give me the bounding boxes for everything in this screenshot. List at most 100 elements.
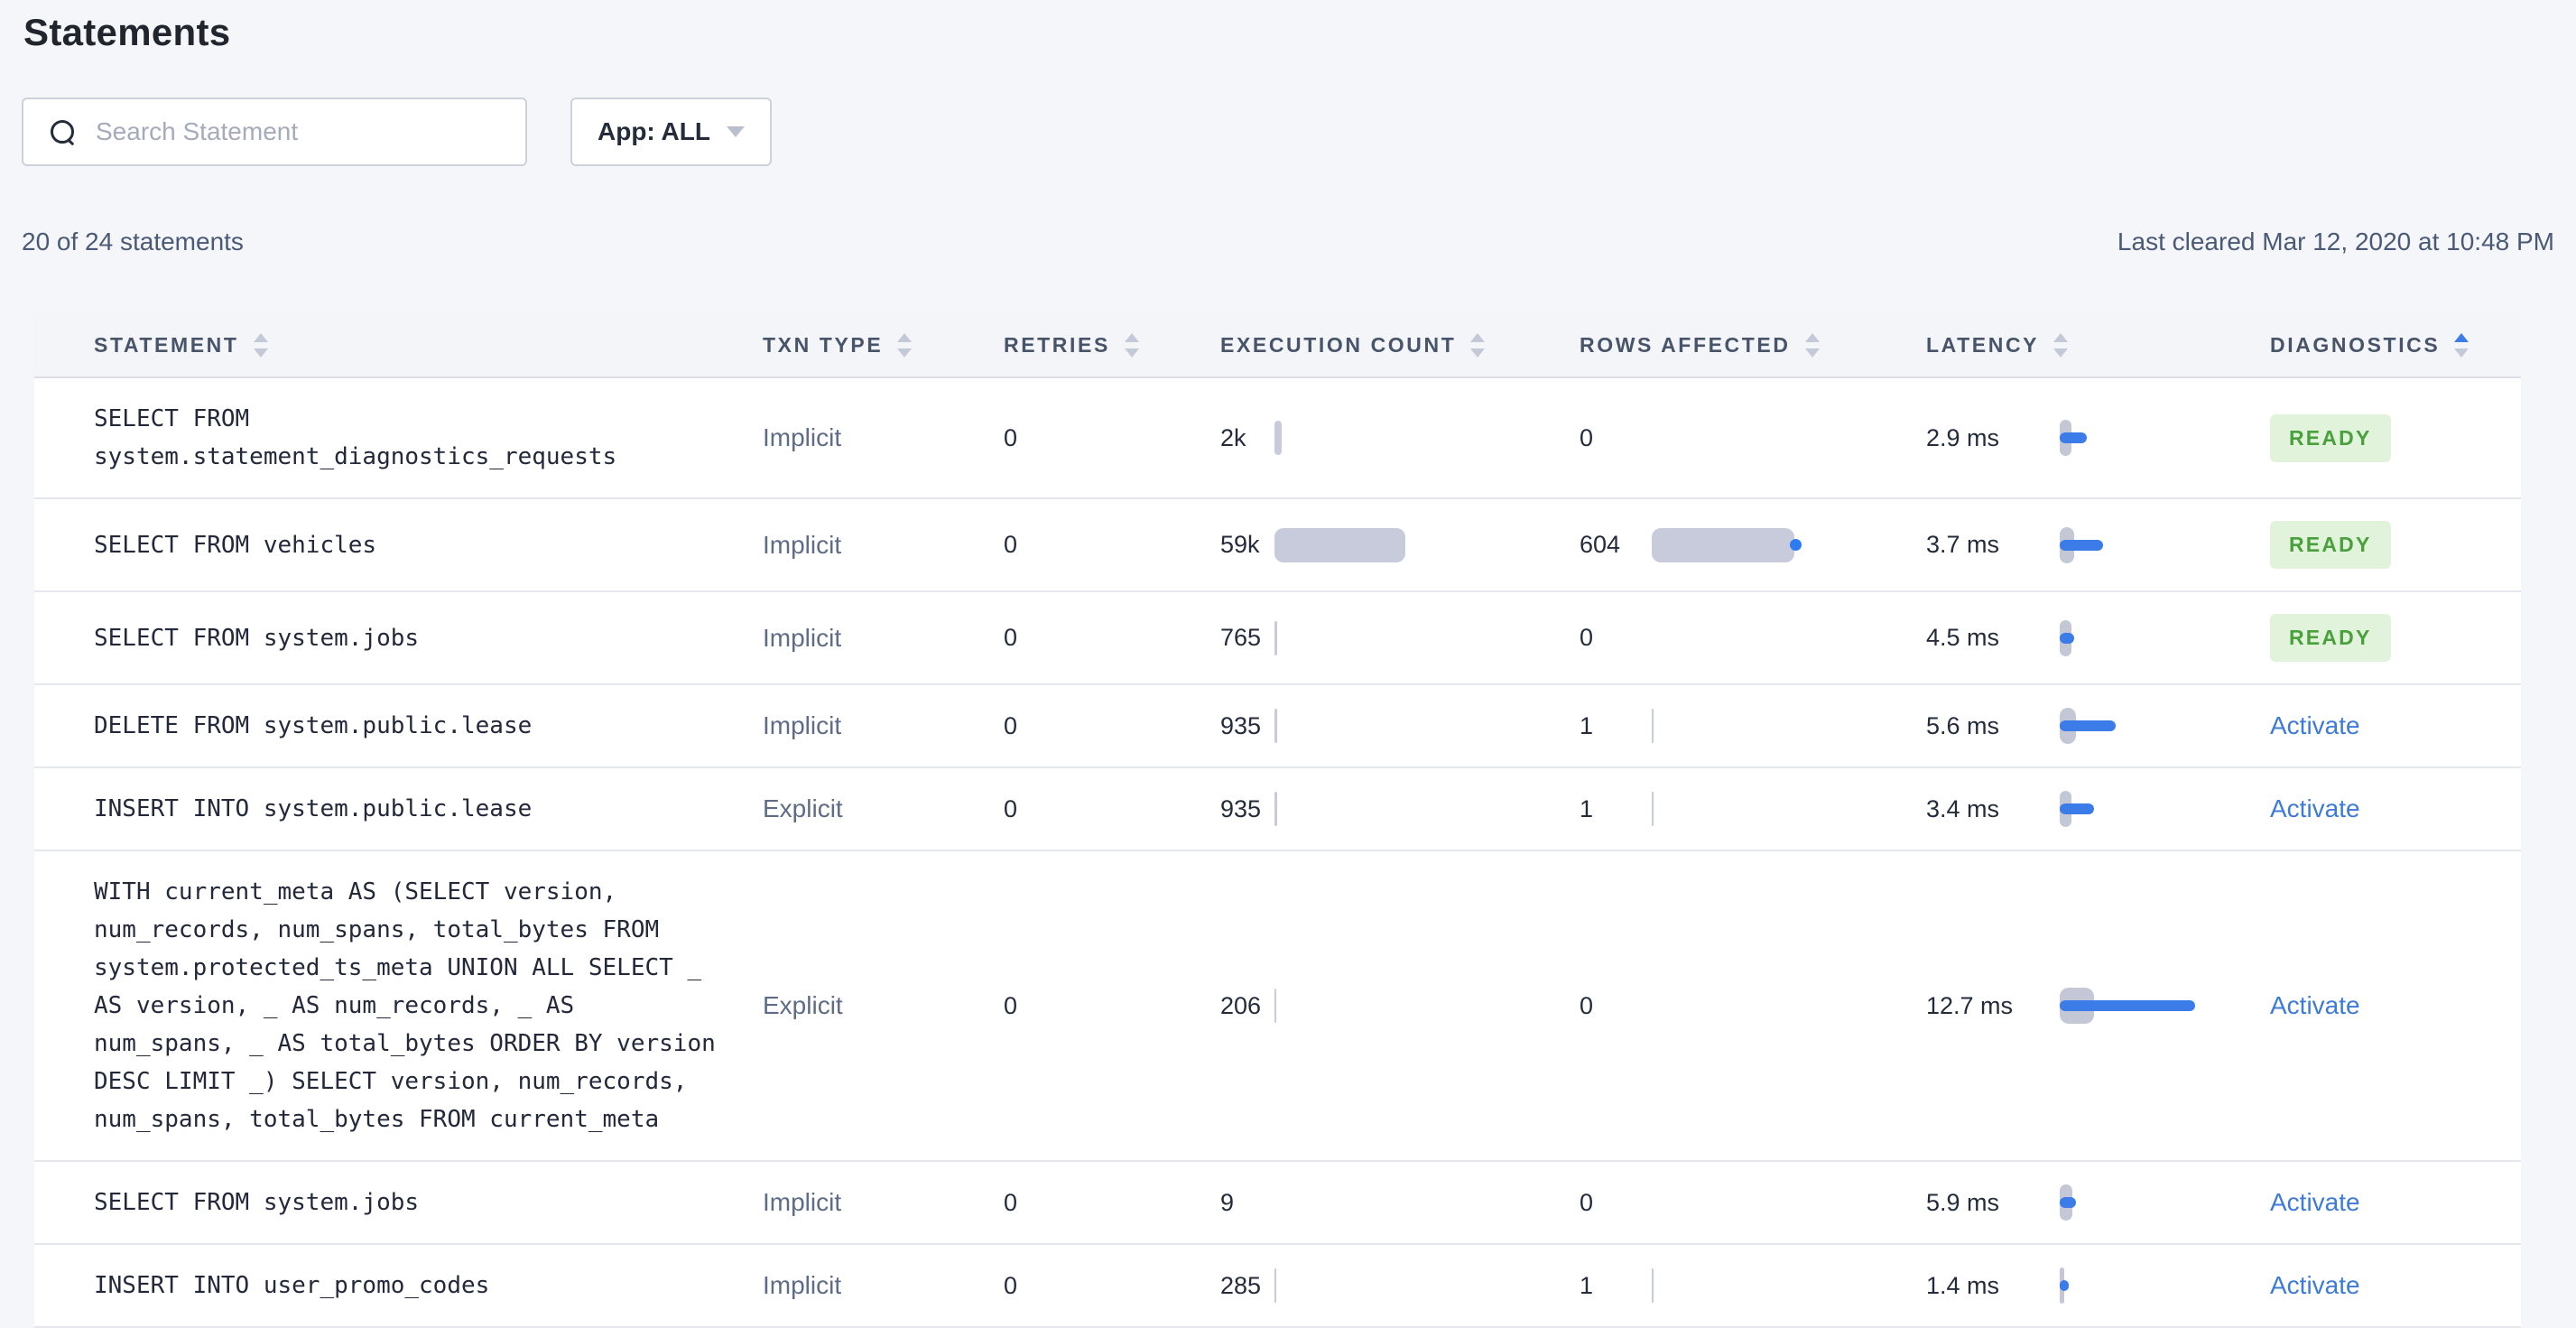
table-row: SELECT FROM vehicles Implicit 0 59k 604 3.7 m… [34,499,2521,592]
table-header-row: STATEMENT TXN TYPE RETRIES EXECUTION COUNT R… [34,313,2521,378]
latency-value: 1.4 ms [1926,1271,2000,1299]
search-input[interactable] [94,116,525,147]
table-row: DELETE FROM system.public.lease Implicit 0… [34,685,2521,768]
table-row: SELECT FROM system.jobs Implicit 0 765 0 4.5 … [34,592,2521,685]
execution-count-cell: 765 [1220,620,1580,656]
sort-icons[interactable] [1470,332,1486,358]
sort-asc-icon [1124,332,1139,342]
rows-affected-bar-area [1652,1184,1913,1221]
table-row: SELECT FROM system.jobs Implicit 0 9 0 5.9 ms… [34,1162,2521,1245]
execution-count-bar [1274,709,1277,743]
rows-affected-cell: 1 [1580,708,1926,744]
execution-count-bar-area [1274,620,1572,656]
latency-cell: 2.9 ms [1926,420,2226,456]
column-header-label: DIAGNOSTICS [2270,332,2441,357]
sort-icons[interactable] [2454,332,2469,358]
latency-value: 2.9 ms [1926,423,2000,451]
latency-value: 3.4 ms [1926,794,2000,822]
statement-cell[interactable]: SELECT FROM system.jobs [94,1189,420,1216]
execution-count-cell: 59k [1220,527,1580,563]
sort-asc-icon [253,332,268,342]
execution-count-bar-area [1274,1184,1572,1221]
column-header-diagnostics[interactable]: DIAGNOSTICS [2226,332,2521,358]
latency-bar [2060,539,2103,551]
column-header-label: TXN TYPE [763,332,884,357]
sort-icons[interactable] [1804,332,1820,358]
execution-count-bar-area [1274,420,1572,456]
column-header-label: EXECUTION COUNT [1220,332,1457,357]
latency-bar-area [2060,619,2219,656]
sort-desc-icon [1470,348,1486,358]
statement-cell[interactable]: SELECT FROM system.statement_diagnostics… [94,405,617,470]
txn-type-cell: Implicit [763,530,842,559]
rows-affected-value: 604 [1580,531,1621,558]
app-filter-dropdown[interactable]: App: ALL [570,98,772,166]
column-header-execution-count[interactable]: EXECUTION COUNT [1220,332,1580,358]
sort-icons[interactable] [897,332,913,358]
activate-link[interactable]: Activate [2270,711,2360,739]
rows-affected-value: 1 [1580,794,1594,822]
rows-affected-value: 0 [1580,423,1594,451]
diagnostics-cell: Activate [2226,991,2521,1020]
sort-icons[interactable] [253,332,268,358]
rows-affected-bar [1652,709,1654,743]
app-filter-label: App: ALL [598,117,710,145]
search-box[interactable] [22,98,527,166]
rows-affected-bar-area [1652,708,1913,744]
diagnostics-cell: Activate [2226,1271,2521,1300]
rows-affected-bar-area [1652,527,1913,563]
latency-cell: 12.7 ms [1926,988,2226,1024]
statement-cell[interactable]: SELECT FROM vehicles [94,531,377,559]
column-header-rows-affected[interactable]: ROWS AFFECTED [1580,332,1926,358]
statement-cell[interactable]: INSERT INTO user_promo_codes [94,1272,490,1299]
rows-affected-cell: 0 [1580,1184,1926,1221]
rows-affected-bar-area [1652,1268,1913,1304]
statement-cell[interactable]: WITH current_meta AS (SELECT version, nu… [94,878,716,1133]
table-meta-row: 20 of 24 statements Last cleared Mar 12,… [22,228,2554,256]
ready-badge: READY [2270,413,2391,462]
page-title: Statements [23,11,231,53]
statement-cell[interactable]: INSERT INTO system.public.lease [94,795,533,822]
diagnostics-cell: Activate [2226,1188,2521,1217]
latency-cell: 3.7 ms [1926,526,2226,563]
rows-affected-dot [1790,538,1802,551]
latency-value: 4.5 ms [1926,624,2000,651]
activate-link[interactable]: Activate [2270,794,2360,822]
execution-count-cell: 285 [1220,1268,1580,1304]
txn-type-cell: Implicit [763,623,842,652]
latency-cell: 3.4 ms [1926,791,2226,827]
column-header-retries[interactable]: RETRIES [1004,332,1220,358]
column-header-label: RETRIES [1004,332,1110,357]
diagnostics-cell: READY [2226,413,2521,462]
execution-count-bar-area [1274,1268,1572,1304]
diagnostics-cell: Activate [2226,794,2521,823]
column-header-latency[interactable]: LATENCY [1926,332,2226,358]
latency-bar [2060,720,2116,731]
statement-cell[interactable]: SELECT FROM system.jobs [94,624,420,652]
activate-link[interactable]: Activate [2270,1271,2360,1299]
statement-cell[interactable]: DELETE FROM system.public.lease [94,712,533,739]
sort-icons[interactable] [2053,332,2069,358]
latency-bar-area [2060,420,2219,456]
rows-affected-bar [1652,792,1654,826]
rows-affected-cell: 0 [1580,620,1926,656]
execution-count-value: 59k [1220,531,1260,558]
rows-affected-value: 0 [1580,1188,1594,1216]
retries-cell: 0 [1004,531,1018,558]
latency-value: 5.9 ms [1926,1188,2000,1216]
column-header-statement[interactable]: STATEMENT [34,332,763,358]
execution-count-bar [1274,527,1405,562]
rows-affected-bar-area [1652,620,1913,656]
latency-bar-area [2060,1184,2219,1221]
diagnostics-cell: READY [2226,521,2521,569]
rows-affected-bar-area [1652,791,1913,827]
sort-icons[interactable] [1124,332,1139,358]
column-header-txn-type[interactable]: TXN TYPE [763,332,1004,358]
activate-link[interactable]: Activate [2270,991,2360,1019]
latency-bar [2060,803,2094,814]
execution-count-bar [1274,421,1282,455]
sort-desc-icon [1124,348,1139,358]
execution-count-bar-area [1274,708,1572,744]
activate-link[interactable]: Activate [2270,1188,2360,1216]
execution-count-bar-area [1274,988,1572,1024]
